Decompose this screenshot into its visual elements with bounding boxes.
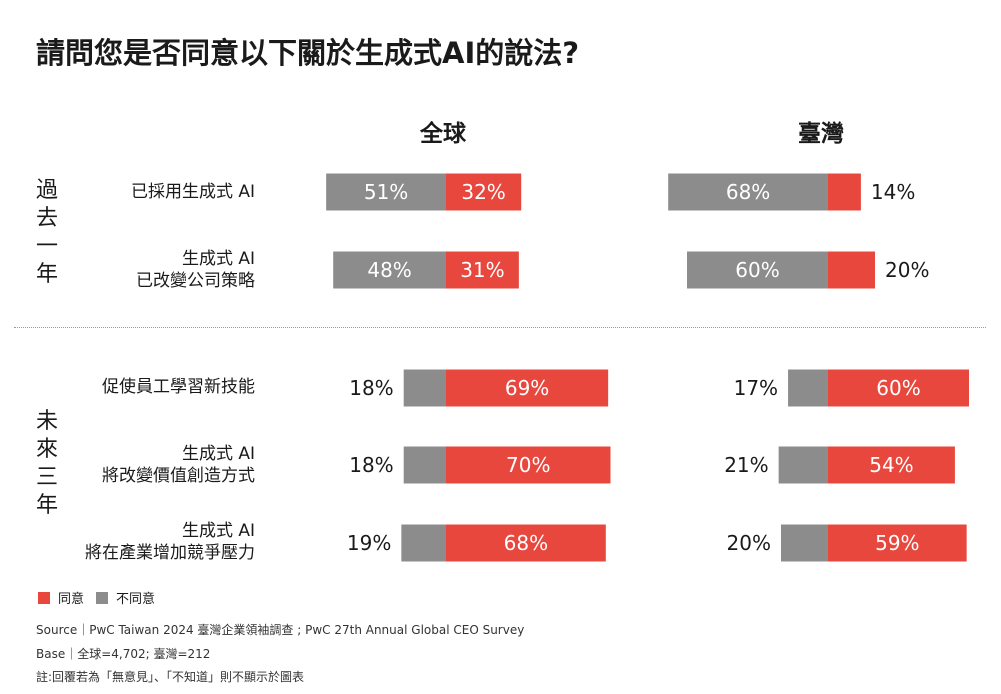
bar-disagree-p0-r2 <box>403 369 446 407</box>
label-disagree-p1-r2: 17% <box>734 376 778 400</box>
bar-disagree-p0-r3 <box>403 446 446 484</box>
footer-source: Source｜PwC Taiwan 2024 臺灣企業領袖調查 ; PwC 27… <box>36 623 525 637</box>
chart-title: 請問您是否同意以下關於生成式AI的說法? <box>36 36 580 70</box>
legend-item-agree: 同意 <box>38 588 84 607</box>
bar-agree-p0-r2 <box>446 369 609 407</box>
bar-agree-p1-r4 <box>828 524 967 562</box>
label-agree-p1-r0: 14% <box>871 180 915 204</box>
label-disagree-p0-r0: 51% <box>364 180 408 204</box>
label-disagree-p0-r1: 48% <box>367 258 411 282</box>
label-disagree-p0-r3: 18% <box>349 453 393 477</box>
group-label-next-three-years: 未來三年 <box>35 409 58 518</box>
legend: 同意 不同意 <box>38 588 167 607</box>
label-agree-p1-r4: 59% <box>875 531 919 555</box>
label-disagree-p1-r0: 68% <box>726 180 770 204</box>
label-disagree-p1-r3: 21% <box>724 453 768 477</box>
bar-agree-p1-r0 <box>828 173 861 211</box>
row-label-competition: 生成式 AI 將在產業增加競爭壓力 <box>85 521 255 563</box>
legend-label-disagree: 不同意 <box>116 592 156 607</box>
row-label-strategy-change: 生成式 AI 已改變公司策略 <box>136 249 255 291</box>
label-agree-p0-r0: 32% <box>461 180 505 204</box>
panel-title-global: 全球 <box>420 121 466 147</box>
panel-title-taiwan: 臺灣 <box>798 121 844 147</box>
bar-disagree-p1-r3 <box>778 446 828 484</box>
row-label-adopted-ai: 已採用生成式 AI <box>130 182 255 202</box>
bar-agree-p0-r0 <box>446 173 522 211</box>
legend-item-disagree: 不同意 <box>96 588 155 607</box>
label-agree-p1-r1: 20% <box>885 258 929 282</box>
section-divider <box>14 327 986 328</box>
bar-disagree-p0-r0 <box>326 173 446 211</box>
label-agree-p1-r3: 54% <box>869 453 913 477</box>
bar-disagree-p1-r2 <box>788 369 828 407</box>
bar-disagree-p1-r0 <box>668 173 828 211</box>
bar-agree-p0-r3 <box>446 446 611 484</box>
label-agree-p0-r4: 68% <box>504 531 548 555</box>
group-label-past-year: 過去一年 <box>35 178 58 287</box>
label-agree-p0-r1: 31% <box>460 258 504 282</box>
footer-base: Base｜全球=4,702; 臺灣=212 <box>36 647 211 661</box>
label-disagree-p0-r4: 19% <box>347 531 391 555</box>
label-disagree-p1-r1: 60% <box>735 258 779 282</box>
label-agree-p1-r2: 60% <box>876 376 920 400</box>
label-disagree-p0-r2: 18% <box>349 376 393 400</box>
bar-agree-p0-r1 <box>446 251 519 289</box>
legend-label-agree: 同意 <box>58 592 85 607</box>
bar-agree-p1-r2 <box>828 369 969 407</box>
footer-note: 註:回覆若為「無意見」、「不知道」則不顯示於圖表 <box>36 670 305 684</box>
bar-disagree-p1-r1 <box>687 251 828 289</box>
bar-agree-p1-r1 <box>828 251 875 289</box>
bar-disagree-p0-r1 <box>333 251 446 289</box>
label-agree-p0-r3: 70% <box>506 453 550 477</box>
legend-swatch-disagree <box>96 591 109 604</box>
bar-disagree-p1-r4 <box>781 524 828 562</box>
bar-disagree-p0-r4 <box>401 524 446 562</box>
bar-agree-p1-r3 <box>828 446 955 484</box>
label-disagree-p1-r4: 20% <box>727 531 771 555</box>
legend-swatch-agree <box>38 591 50 604</box>
row-label-upskilling: 促使員工學習新技能 <box>102 377 255 397</box>
row-label-value-creation: 生成式 AI 將改變價值創造方式 <box>102 444 255 486</box>
bar-agree-p0-r4 <box>446 524 606 562</box>
label-agree-p0-r2: 69% <box>505 376 549 400</box>
